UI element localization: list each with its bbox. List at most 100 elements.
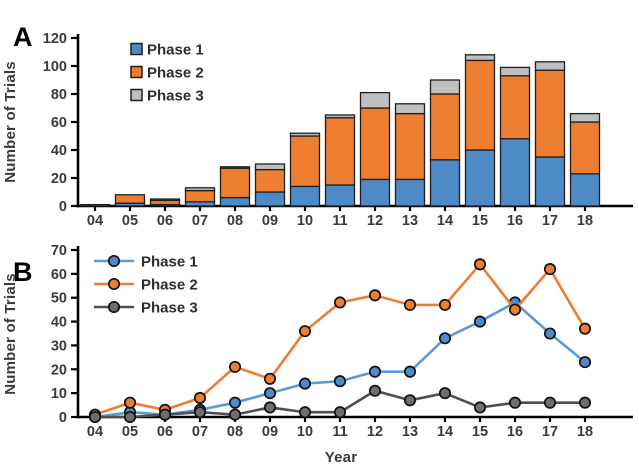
marker-phase-2 <box>508 303 522 316</box>
legend-swatch <box>130 65 143 79</box>
marker-phase-2 <box>543 263 557 276</box>
y-tick-label: 80 <box>51 87 67 103</box>
bar-segment-phase-1 <box>464 149 496 207</box>
x-tick-label: 08 <box>227 424 243 440</box>
marker-phase-2 <box>123 396 137 409</box>
legend-label: Phase 2 <box>141 277 198 294</box>
marker-phase-3 <box>193 406 207 419</box>
bar-segment-phase-2 <box>184 189 216 203</box>
marker-phase-3 <box>368 384 382 397</box>
panel-a-y-axis-label: Number of Trials <box>2 61 19 183</box>
x-tick-label: 07 <box>192 424 208 440</box>
bar-segment-phase-2 <box>289 135 321 188</box>
bar-segment-phase-1 <box>429 159 461 207</box>
bar-segment-phase-3 <box>184 187 216 192</box>
panel-b-line-chart: B Number of Trials 0 10 20 30 40 50 60 70 04 05 06… <box>2 243 633 466</box>
y-tick-label: 30 <box>51 338 67 354</box>
x-tick-label: 12 <box>367 213 383 229</box>
x-tick-label: 04 <box>87 424 103 440</box>
bar-segment-phase-3 <box>499 66 531 77</box>
y-tick-label: 40 <box>51 315 67 331</box>
marker-phase-2 <box>438 298 452 311</box>
marker-phase-2 <box>333 296 347 309</box>
bar-segment-phase-3 <box>534 61 566 71</box>
panel-a-stacked-bar-chart: A Number of Trials 0 20 40 60 80 100 120 04 05 06… <box>2 22 633 229</box>
x-tick-label: 12 <box>367 424 383 440</box>
x-tick-label: 13 <box>402 213 418 229</box>
y-tick-label: 20 <box>51 171 67 187</box>
legend-marker <box>107 254 121 268</box>
x-tick-label: 18 <box>577 213 593 229</box>
marker-phase-3 <box>508 396 522 409</box>
bar-segment-phase-3 <box>149 198 181 202</box>
marker-phase-1 <box>403 365 417 378</box>
bar-segment-phase-1 <box>499 138 531 207</box>
bar-segment-phase-1 <box>569 173 601 207</box>
marker-phase-3 <box>158 408 172 421</box>
marker-phase-3 <box>228 408 242 421</box>
x-tick-label: 10 <box>297 213 313 229</box>
bar-segment-phase-3 <box>359 91 391 109</box>
bar-segment-phase-3 <box>324 114 356 119</box>
bar-segment-phase-3 <box>569 112 601 123</box>
x-tick-label: 04 <box>87 213 103 229</box>
x-tick-label: 06 <box>157 213 173 229</box>
x-tick-label: 17 <box>542 213 558 229</box>
bar-segment-phase-2 <box>359 107 391 181</box>
x-tick-label: 15 <box>472 424 488 440</box>
marker-phase-1 <box>298 377 312 390</box>
bar-segment-phase-1 <box>324 184 356 207</box>
panel-b-legend: Phase 1 Phase 2 Phase 3 <box>94 254 198 317</box>
marker-phase-3 <box>298 406 312 419</box>
legend-label: Phase 1 <box>141 254 198 271</box>
marker-phase-1 <box>438 332 452 345</box>
x-tick-label: 13 <box>402 424 418 440</box>
marker-phase-3 <box>333 406 347 419</box>
bar-segment-phase-2 <box>464 59 496 151</box>
x-tick-label: 14 <box>437 213 453 229</box>
x-axis-label: Year <box>325 449 358 466</box>
marker-phase-2 <box>578 322 592 335</box>
panel-a-letter: A <box>13 22 33 52</box>
bar-segment-phase-2 <box>324 117 356 186</box>
x-tick-label: 11 <box>332 424 347 440</box>
legend-marker <box>107 300 121 314</box>
legend-label: Phase 3 <box>141 300 198 317</box>
x-tick-label: 05 <box>122 213 138 229</box>
marker-phase-1 <box>263 387 277 400</box>
marker-phase-3 <box>473 401 487 414</box>
marker-phase-3 <box>263 401 277 414</box>
bar-segment-phase-2 <box>499 75 531 140</box>
legend-label: Phase 2 <box>147 65 204 82</box>
x-tick-label: 17 <box>542 424 558 440</box>
bar-segment-phase-3 <box>429 79 461 95</box>
x-tick-label: 05 <box>122 424 138 440</box>
legend-marker <box>107 277 121 291</box>
bar-segment-phase-1 <box>359 178 391 207</box>
marker-phase-1 <box>578 356 592 369</box>
bar-segment-phase-3 <box>394 103 426 115</box>
marker-phase-3 <box>543 396 557 409</box>
bar-segment-phase-2 <box>429 93 461 161</box>
bar-segment-phase-2 <box>254 168 286 193</box>
bar-segment-phase-1 <box>219 196 251 207</box>
bar-segment-phase-1 <box>254 191 286 207</box>
legend-label: Phase 3 <box>147 88 204 105</box>
y-tick-label: 0 <box>59 199 67 215</box>
marker-phase-1 <box>228 396 242 409</box>
bar-segment-phase-3 <box>219 166 251 169</box>
marker-phase-1 <box>543 327 557 340</box>
bar-segment-phase-2 <box>534 69 566 158</box>
x-tick-label: 06 <box>157 424 173 440</box>
x-tick-label: 16 <box>507 213 523 229</box>
panel-b-y-axis-label: Number of Trials <box>2 273 19 395</box>
bar-segment-phase-1 <box>394 178 426 207</box>
y-tick-label: 100 <box>43 59 67 75</box>
x-tick-label: 10 <box>297 424 313 440</box>
marker-phase-2 <box>473 258 487 271</box>
bar-segment-phase-1 <box>289 185 321 207</box>
legend-label: Phase 1 <box>147 42 204 59</box>
marker-phase-2 <box>263 372 277 385</box>
marker-phase-2 <box>193 391 207 404</box>
